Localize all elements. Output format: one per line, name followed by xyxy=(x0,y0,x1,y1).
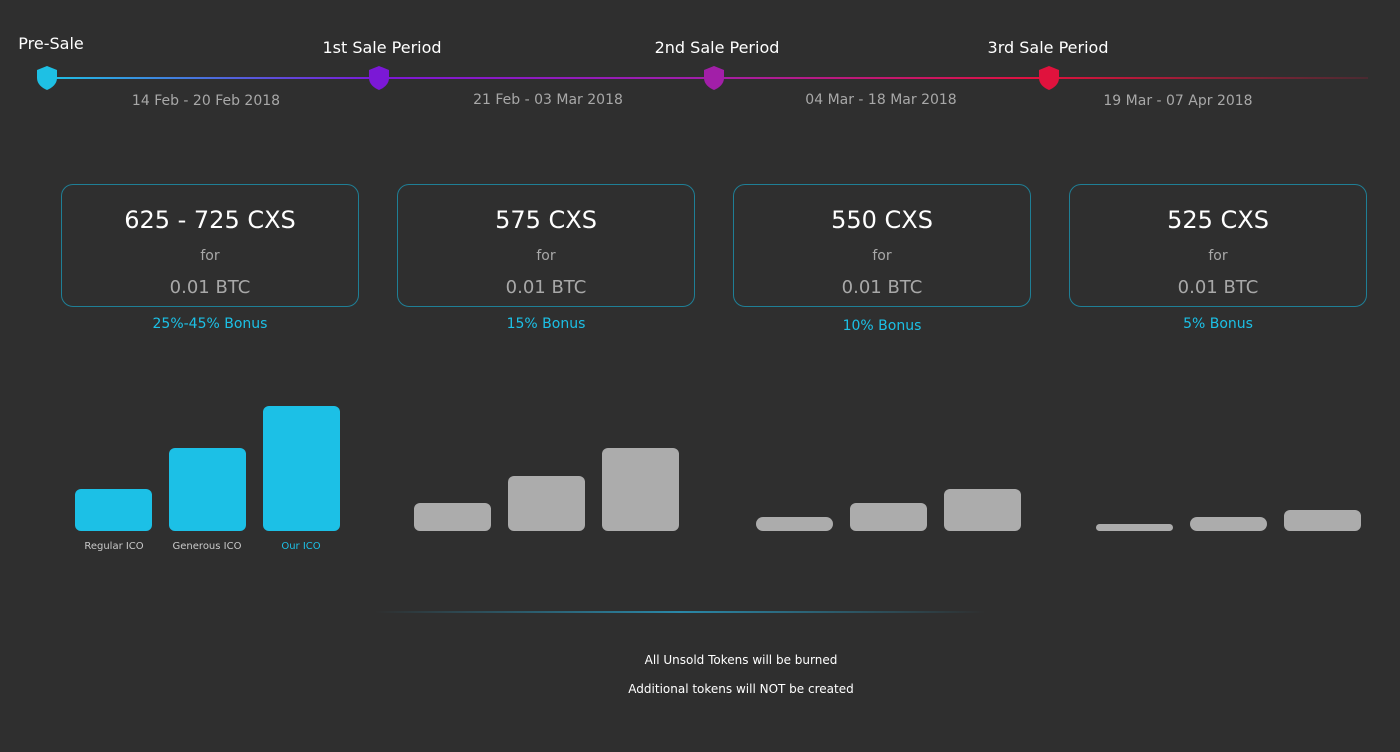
stage-dates-3rd: 19 Mar - 07 Apr 2018 xyxy=(1103,93,1253,109)
bar-generous-ico xyxy=(850,503,927,531)
for-label: for xyxy=(536,248,556,264)
stage-dates-1st: 21 Feb - 03 Mar 2018 xyxy=(473,92,623,108)
bar-generous-ico xyxy=(169,448,246,531)
btc-price: 0.01 BTC xyxy=(841,277,923,298)
bar-regular-ico xyxy=(75,489,152,531)
bonus-label: 10% Bonus xyxy=(842,318,922,334)
bonus-label: 25%-45% Bonus xyxy=(152,316,268,332)
btc-price: 0.01 BTC xyxy=(1177,277,1259,298)
token-amount: 575 CXS xyxy=(495,206,597,234)
stage-label-presale: Pre-Sale xyxy=(18,34,84,53)
shield-icon xyxy=(37,66,57,90)
shield-icon xyxy=(369,66,389,90)
price-card: 625 - 725 CXS for 0.01 BTC xyxy=(61,184,359,307)
for-label: for xyxy=(200,248,220,264)
bar-regular-ico xyxy=(414,503,491,531)
burn-notice: All Unsold Tokens will be burned xyxy=(644,653,838,667)
bar-our-ico xyxy=(602,448,679,531)
stage-dates-2nd: 04 Mar - 18 Mar 2018 xyxy=(805,92,957,108)
bar-label-our: Our ICO xyxy=(281,541,321,552)
stage-label-1st: 1st Sale Period xyxy=(322,38,442,57)
bar-our-ico xyxy=(1284,510,1361,531)
for-label: for xyxy=(1208,248,1228,264)
btc-price: 0.01 BTC xyxy=(505,277,587,298)
shield-icon xyxy=(704,66,724,90)
divider xyxy=(375,611,985,613)
shield-icon xyxy=(1039,66,1059,90)
btc-price: 0.01 BTC xyxy=(169,277,251,298)
for-label: for xyxy=(872,248,892,264)
bar-label-regular: Regular ICO xyxy=(84,541,144,552)
price-card: 575 CXS for 0.01 BTC xyxy=(397,184,695,307)
bar-our-ico xyxy=(944,489,1021,531)
bonus-label: 15% Bonus xyxy=(506,316,586,332)
price-card: 525 CXS for 0.01 BTC xyxy=(1069,184,1367,307)
bar-label-generous: Generous ICO xyxy=(172,541,242,552)
token-amount: 550 CXS xyxy=(831,206,933,234)
token-amount: 625 - 725 CXS xyxy=(124,206,296,234)
token-amount: 525 CXS xyxy=(1167,206,1269,234)
bar-generous-ico xyxy=(508,476,585,531)
bar-regular-ico xyxy=(1096,524,1173,531)
bar-regular-ico xyxy=(756,517,833,531)
stage-label-3rd: 3rd Sale Period xyxy=(987,38,1109,57)
stage-dates-presale: 14 Feb - 20 Feb 2018 xyxy=(131,93,281,109)
bar-generous-ico xyxy=(1190,517,1267,531)
bonus-label: 5% Bonus xyxy=(1183,316,1253,332)
bar-our-ico xyxy=(263,406,340,531)
no-mint-notice: Additional tokens will NOT be created xyxy=(628,682,854,696)
price-card: 550 CXS for 0.01 BTC xyxy=(733,184,1031,307)
stage-label-2nd: 2nd Sale Period xyxy=(654,38,780,57)
